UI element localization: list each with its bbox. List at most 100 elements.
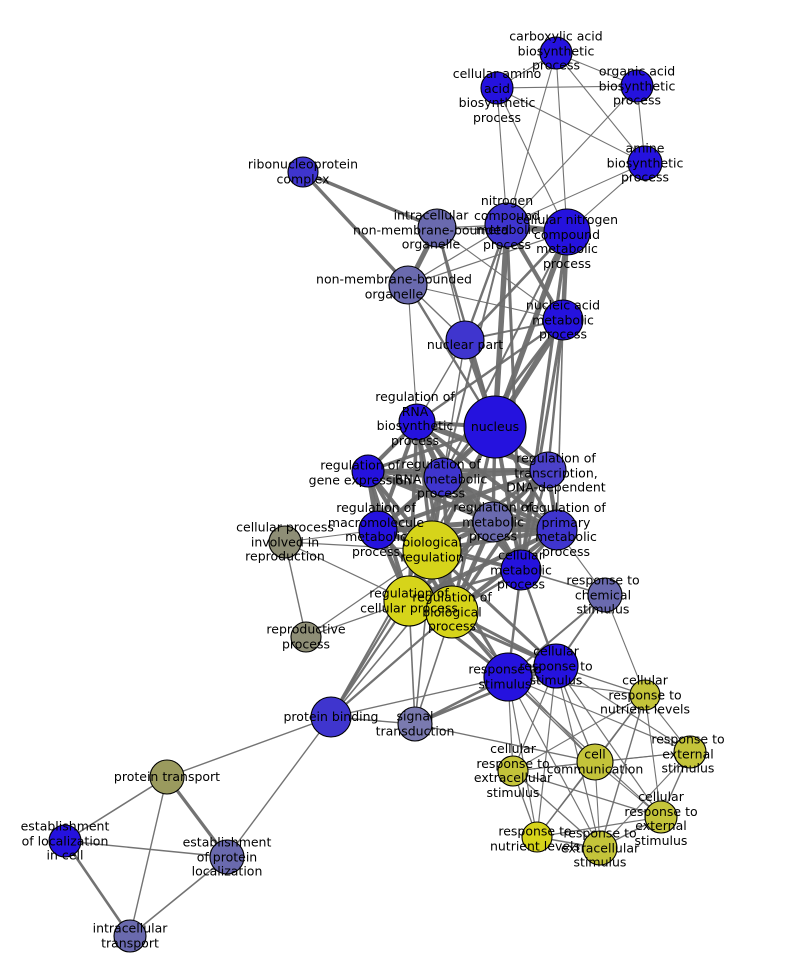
node-circle[interactable] [483, 652, 533, 702]
node-circle[interactable] [290, 621, 322, 653]
graph-node-intracellular-non-membrane-bounded-organelle[interactable] [417, 208, 457, 248]
graph-node-biological-regulation[interactable] [402, 520, 462, 580]
graph-node-non-membrane-bounded-organelle[interactable] [388, 265, 428, 305]
graph-node-cell-communication[interactable] [576, 743, 614, 781]
node-circle[interactable] [536, 509, 578, 551]
node-circle[interactable] [445, 320, 485, 360]
node-circle[interactable] [539, 36, 573, 70]
graph-node-regulation-of-biological-process[interactable] [425, 585, 479, 639]
graph-node-nucleic-acid-metabolic-process[interactable] [542, 299, 584, 341]
node-circle[interactable] [388, 265, 428, 305]
node-circle[interactable] [425, 585, 479, 639]
graph-node-establishment-of-localization-in-cell[interactable] [48, 824, 82, 858]
graph-edge [507, 676, 538, 838]
node-circle[interactable] [576, 743, 614, 781]
graph-node-nitrogen-compound-metabolic-process[interactable] [484, 202, 530, 248]
graph-edge [496, 85, 638, 89]
graph-node-response-to-chemical-stimulus[interactable] [587, 577, 623, 613]
graph-edge [367, 468, 558, 533]
graph-edge [416, 319, 564, 423]
graph-node-response-to-extracellular-stimulus[interactable] [582, 830, 618, 866]
node-circle[interactable] [423, 457, 463, 497]
node-circle[interactable] [543, 208, 591, 256]
node-circle[interactable] [484, 202, 530, 248]
node-circle[interactable] [497, 755, 529, 787]
edges-layer [63, 52, 691, 937]
graph-node-protein-transport[interactable] [149, 759, 185, 795]
graph-node-cellular-response-to-nutrient-levels[interactable] [629, 679, 661, 711]
node-circle[interactable] [533, 643, 579, 689]
node-circle[interactable] [268, 525, 302, 559]
node-circle[interactable] [500, 549, 542, 591]
graph-edge [555, 665, 691, 753]
graph-edge [415, 421, 454, 613]
node-circle[interactable] [398, 403, 436, 441]
graph-node-organic-acid-biosynthetic-process[interactable] [620, 69, 654, 103]
graph-node-regulation-of-rna-metabolic-process[interactable] [423, 457, 463, 497]
graph-node-regulation-of-gene-expression[interactable] [351, 454, 385, 488]
graph-node-regulation-of-macromolecule-metabolic-process[interactable] [358, 510, 398, 550]
graph-edge [556, 319, 564, 531]
graph-node-cellular-metabolic-process[interactable] [500, 549, 542, 591]
graph-node-nuclear-part[interactable] [445, 320, 485, 360]
node-circle[interactable] [644, 800, 678, 834]
graph-node-protein-binding[interactable] [310, 696, 352, 738]
node-circle[interactable] [48, 824, 82, 858]
node-circle[interactable] [620, 69, 654, 103]
graph-node-signal-transduction[interactable] [397, 706, 433, 742]
node-circle[interactable] [402, 520, 462, 580]
graph-node-intracellular-transport[interactable] [113, 919, 147, 953]
graph-node-amine-biosynthetic-process[interactable] [627, 145, 663, 181]
graph-edge [64, 840, 228, 858]
node-circle[interactable] [287, 156, 319, 188]
graph-edge [63, 840, 132, 937]
graph-node-cellular-response-to-stimulus[interactable] [533, 643, 579, 689]
graph-edge [407, 284, 564, 321]
graph-node-regulation-of-metabolic-process[interactable] [472, 501, 514, 543]
node-circle[interactable] [629, 679, 661, 711]
node-circle[interactable] [472, 501, 514, 543]
graph-node-regulation-of-transcription-dna-dependent[interactable] [529, 451, 567, 489]
node-circle[interactable] [417, 208, 457, 248]
graph-node-regulation-of-rna-biosynthetic-process[interactable] [398, 403, 436, 441]
graph-edge [507, 676, 691, 753]
graph-node-cellular-nitrogen-compound-metabolic-process[interactable] [543, 208, 591, 256]
node-circle[interactable] [627, 145, 663, 181]
graph-node-cellular-amino-acid-biosynthetic-process[interactable] [480, 71, 514, 105]
graph-node-cellular-response-to-external-stimulus[interactable] [644, 800, 678, 834]
node-circle[interactable] [587, 577, 623, 613]
graph-edge [407, 231, 568, 286]
graph-edge [226, 716, 332, 858]
graph-node-response-to-nutrient-levels[interactable] [521, 821, 553, 853]
graph-node-cellular-response-to-extracellular-stimulus[interactable] [497, 755, 529, 787]
graph-edge [506, 162, 646, 226]
node-circle[interactable] [397, 706, 433, 742]
graph-node-response-to-external-stimulus[interactable] [673, 735, 707, 769]
graph-node-response-to-stimulus[interactable] [483, 652, 533, 702]
graph-node-establishment-of-protein-localization[interactable] [209, 839, 245, 875]
node-circle[interactable] [542, 299, 584, 341]
graph-node-reproductive-process[interactable] [290, 621, 322, 653]
graph-edge [507, 676, 601, 849]
node-circle[interactable] [480, 71, 514, 105]
node-circle[interactable] [209, 839, 245, 875]
node-circle[interactable] [529, 451, 567, 489]
graph-node-carboxylic-acid-biosynthetic-process[interactable] [539, 36, 573, 70]
node-circle[interactable] [113, 919, 147, 953]
node-circle[interactable] [310, 696, 352, 738]
graph-node-nucleus[interactable] [463, 395, 527, 459]
graph-node-regulation-of-primary-metabolic-process[interactable] [536, 509, 578, 551]
node-circle[interactable] [521, 821, 553, 853]
node-circle[interactable] [673, 735, 707, 769]
graph-node-ribonucleoprotein-complex[interactable] [287, 156, 319, 188]
node-circle[interactable] [582, 830, 618, 866]
graph-edge [604, 594, 646, 696]
graph-node-cellular-process-involved-in-reproduction[interactable] [268, 525, 302, 559]
graph-edge [546, 319, 565, 471]
node-circle[interactable] [358, 510, 398, 550]
graph-edge [442, 339, 466, 478]
node-circle[interactable] [351, 454, 385, 488]
node-circle[interactable] [463, 395, 527, 459]
graph-edge [599, 751, 691, 849]
node-circle[interactable] [149, 759, 185, 795]
